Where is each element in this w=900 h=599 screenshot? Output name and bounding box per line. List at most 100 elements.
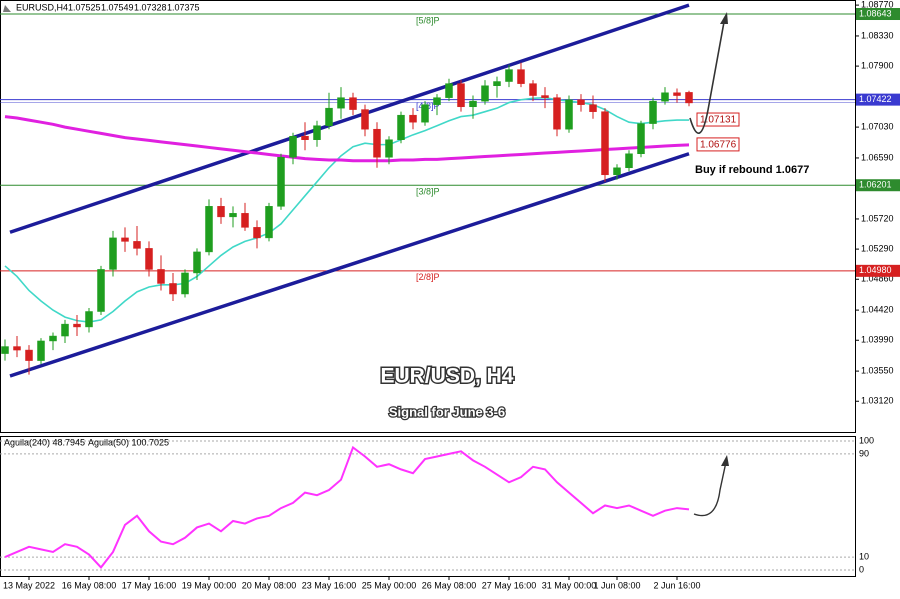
y-tick-label: 1.08330: [861, 30, 894, 40]
y-tick-label: 90: [859, 448, 869, 458]
candle-body: [361, 109, 369, 130]
y-tick-label: 1.05290: [861, 243, 894, 253]
annotation: Buy if rebound 1.0677: [695, 164, 809, 176]
candle-body: [577, 99, 585, 105]
moving-average: [4, 96, 690, 323]
y-tick-label: 1.03120: [861, 396, 894, 406]
x-tick-label: 17 May 16:00: [122, 580, 177, 590]
candle-body: [25, 349, 33, 361]
candle-body: [385, 139, 393, 158]
indicator-legend: Aguila(50) 100.7025: [88, 437, 169, 447]
price-box: [856, 93, 900, 106]
candle-body: [265, 206, 273, 239]
candle-body: [121, 237, 129, 242]
candle-body: [157, 269, 165, 284]
candle-body: [97, 269, 105, 312]
candle-body: [61, 323, 69, 337]
y-tick-label: 1.03990: [861, 335, 894, 345]
y-tick-label: 10: [859, 551, 869, 561]
price-box-label: 1.06201: [859, 180, 892, 190]
candle-body: [373, 128, 381, 158]
candle-body: [277, 157, 285, 207]
candle-body: [13, 346, 21, 351]
candle-body: [541, 95, 549, 98]
x-tick-label: 13 May 2022: [3, 580, 55, 590]
price-box: [856, 8, 900, 21]
header-high: 1.07549: [101, 2, 134, 12]
candle-body: [253, 227, 261, 239]
price-box-label: 1.08643: [859, 8, 892, 18]
header-close: 1.07375: [167, 2, 200, 12]
x-tick-label: 26 May 08:00: [422, 580, 477, 590]
x-tick-label: 2 Jun 16:00: [653, 580, 700, 590]
candle-body: [481, 85, 489, 102]
candle-body: [349, 97, 357, 110]
candle-body: [85, 311, 93, 328]
y-tick-label: 1.06590: [861, 152, 894, 162]
chart-subtitle: Signal for June 3-6: [389, 404, 505, 419]
y-tick-label: 100: [859, 435, 874, 445]
y-tick-label: 1.07900: [861, 60, 894, 70]
candle-body: [565, 99, 573, 130]
indicator-legend: Aguila(240) 48.7945: [4, 437, 85, 447]
channel-line: [9, 3, 690, 234]
candle-body: [205, 206, 213, 253]
level-label: [2/8]P: [416, 272, 440, 282]
symbol: EURUSD,H4: [16, 2, 68, 12]
header-low: 1.07328: [134, 2, 167, 12]
candle-body: [589, 104, 597, 112]
candle-body: [217, 206, 225, 218]
candle-body: [457, 83, 465, 108]
ma-label-box: [696, 137, 740, 152]
moving-average: [4, 115, 690, 163]
candle-body: [685, 92, 693, 104]
candle-body: [181, 272, 189, 295]
candle-body: [637, 123, 645, 154]
candle-body: [445, 83, 453, 98]
x-tick-label: 23 May 16:00: [302, 580, 357, 590]
candle-body: [49, 335, 57, 342]
channel-line: [9, 152, 690, 378]
arrow-head: [720, 12, 728, 24]
candle-body: [193, 251, 201, 274]
candle-body: [289, 135, 297, 158]
candle-body: [397, 114, 405, 140]
candle-body: [625, 153, 633, 169]
candle-body: [421, 104, 429, 123]
arrow-head: [721, 455, 729, 466]
candle-body: [661, 92, 669, 102]
x-tick-label: 16 May 08:00: [62, 580, 117, 590]
candle-body: [553, 97, 561, 130]
y-tick-label: 1.07030: [861, 121, 894, 131]
header-open: 1.07525: [68, 2, 101, 12]
main-frame: [0, 0, 856, 433]
candle-body: [313, 125, 321, 140]
candle-body: [73, 323, 81, 328]
x-tick-label: 31 May 00:00: [542, 580, 597, 590]
chart-title: EUR/USD, H4: [380, 365, 513, 388]
ma-label: 1.06776: [700, 140, 737, 151]
panel-icon: [3, 5, 11, 12]
ma-label: 1.07131: [700, 115, 737, 126]
candle-body: [433, 97, 441, 105]
candle-body: [673, 92, 681, 96]
candle-body: [133, 241, 141, 249]
candle-body: [1, 346, 9, 354]
candle-body: [505, 69, 513, 82]
arrow: [693, 461, 727, 517]
indicator-frame: [0, 436, 856, 577]
price-box: [856, 264, 900, 277]
y-tick-label: 1.04420: [861, 304, 894, 314]
candle-body: [169, 283, 177, 295]
y-tick-label: 1.05720: [861, 213, 894, 223]
candle-body: [229, 213, 237, 218]
x-tick-label: 19 May 00:00: [182, 580, 237, 590]
candle-body: [529, 83, 537, 96]
candle-body: [517, 69, 525, 84]
x-tick-label: 25 May 00:00: [362, 580, 417, 590]
candle-body: [337, 97, 345, 109]
candle-body: [409, 114, 417, 123]
x-tick-label: 20 May 08:00: [242, 580, 297, 590]
candle-body: [493, 81, 501, 86]
